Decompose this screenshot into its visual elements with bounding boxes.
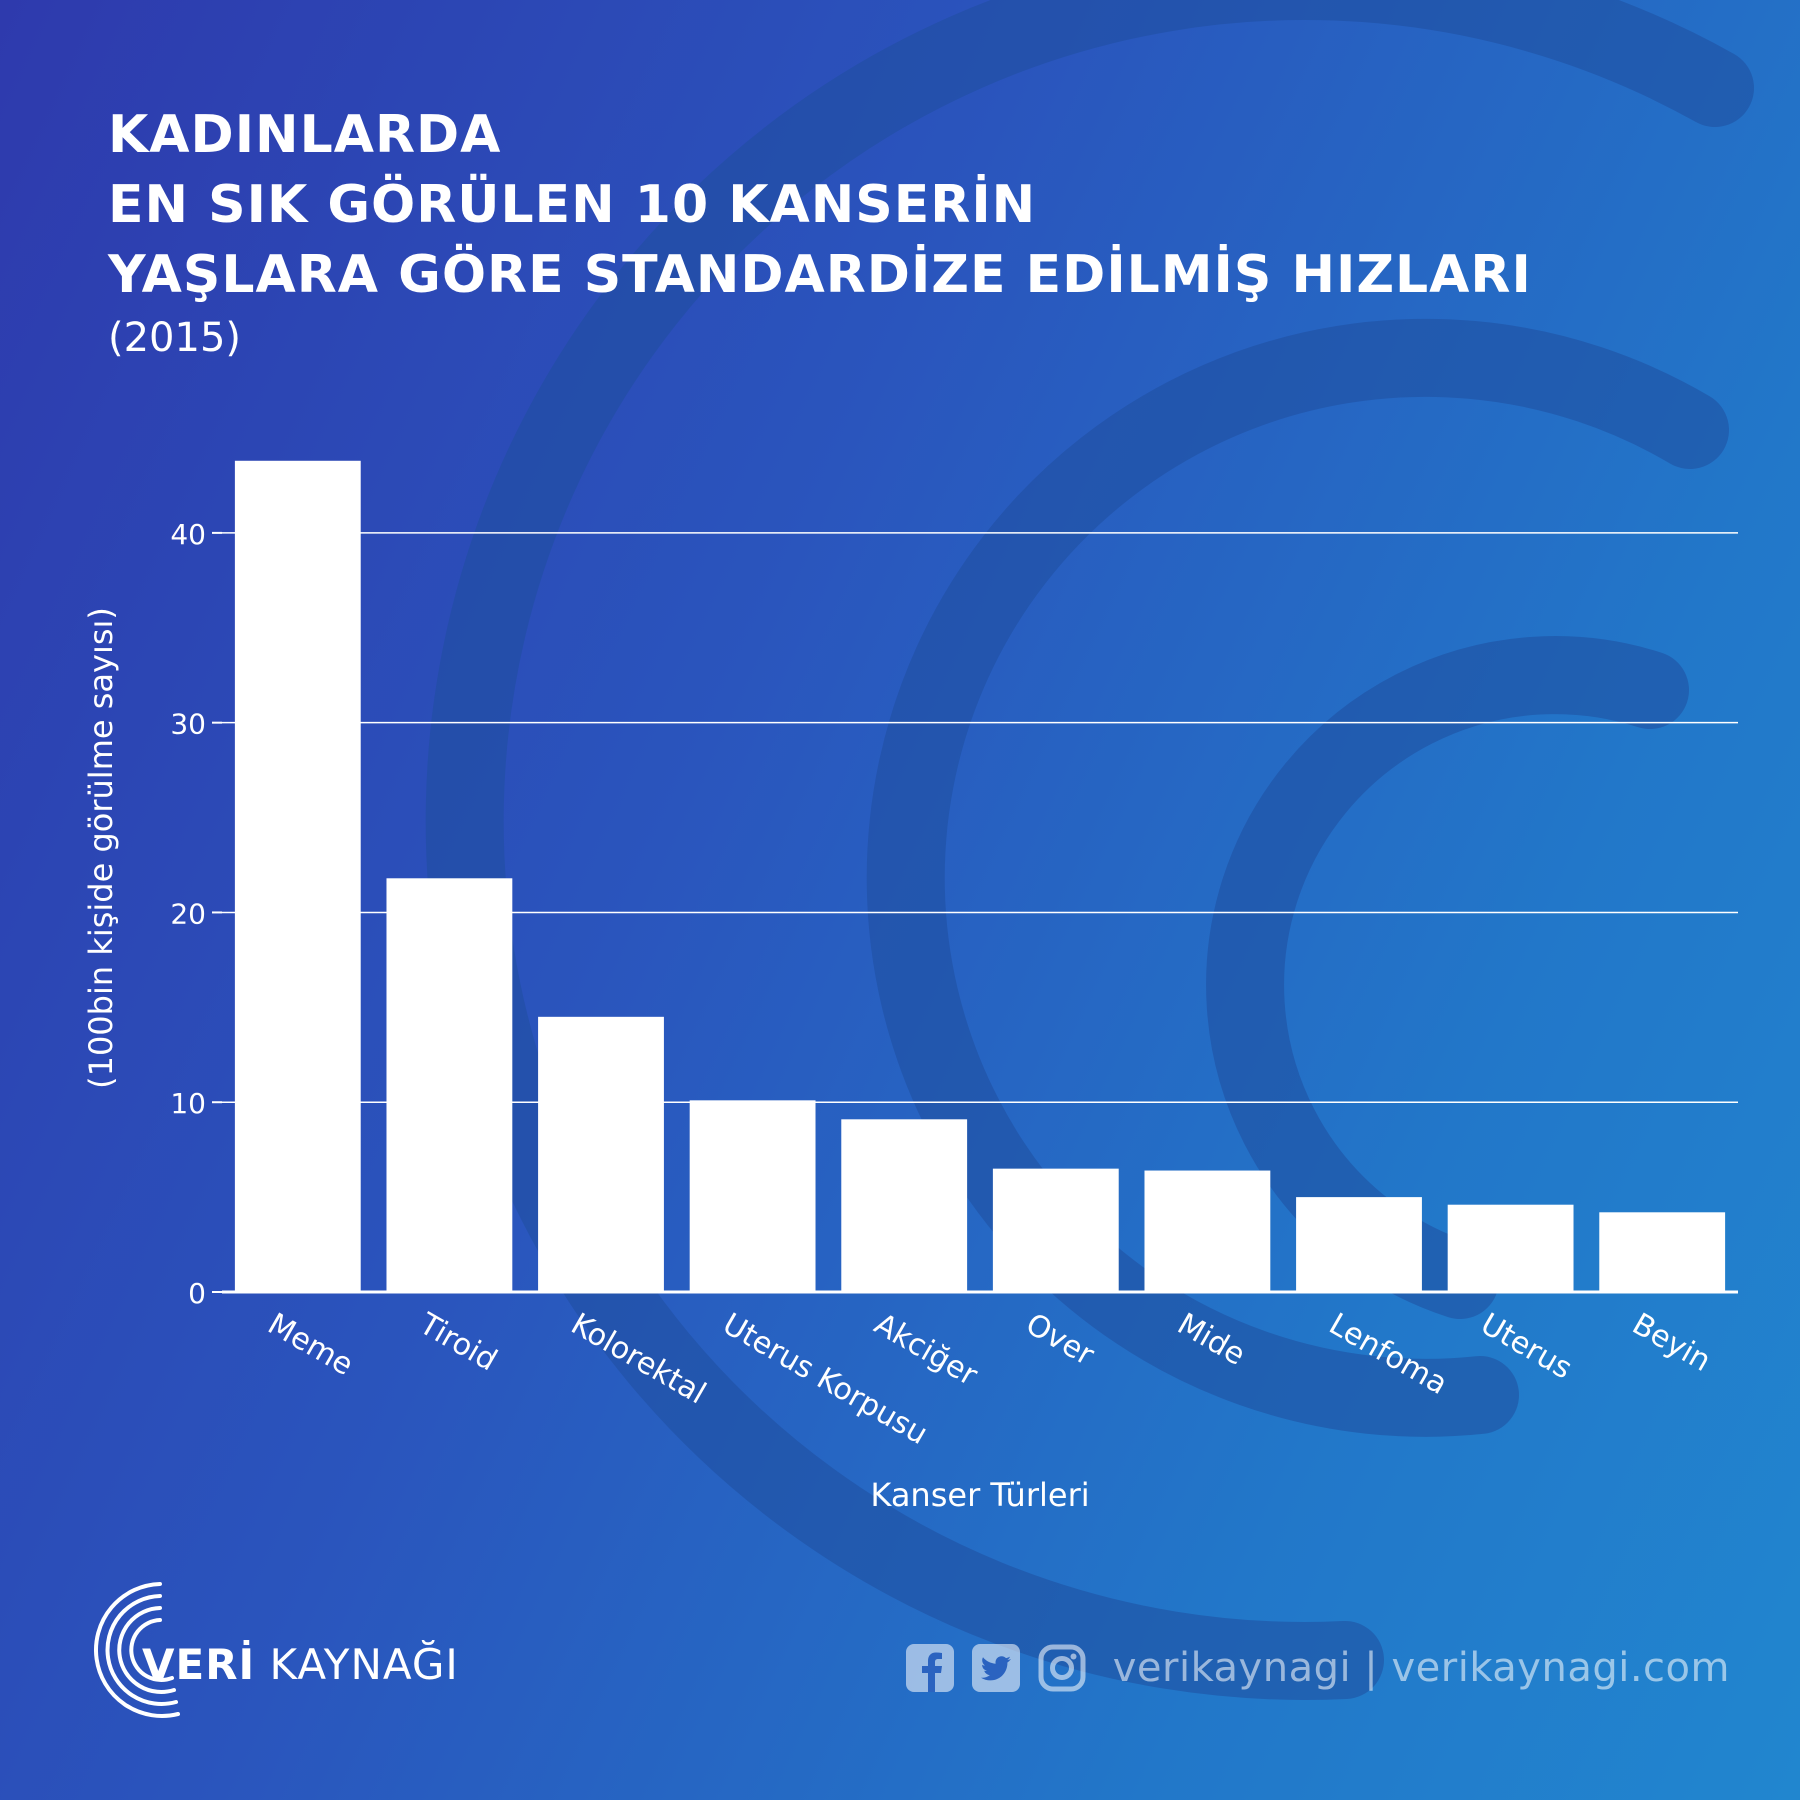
- bar-5: [992, 1168, 1119, 1292]
- x-tick-label: Kolorektal: [565, 1307, 712, 1412]
- y-tick-label: 40: [170, 518, 206, 551]
- x-tick-label: Akciğer: [868, 1307, 984, 1394]
- bar-7: [1296, 1197, 1422, 1292]
- social-links: verikaynagi | verikaynagi.com: [905, 1640, 1730, 1696]
- y-axis-label: (100bin kişide görülme sayısı): [82, 607, 120, 1089]
- twitter-icon[interactable]: [971, 1643, 1021, 1693]
- chart-title-line-2: EN SIK GÖRÜLEN 10 KANSERİN: [108, 175, 1037, 235]
- instagram-icon[interactable]: [1037, 1643, 1087, 1693]
- x-tick-label: Lenfoma: [1323, 1307, 1453, 1402]
- chart-year: (2015): [108, 315, 242, 361]
- brand-strong: VERİ: [142, 1640, 256, 1689]
- bar-1: [386, 878, 513, 1292]
- bar-6: [1144, 1170, 1271, 1292]
- x-tick-label: Over: [1020, 1307, 1101, 1374]
- x-tick-label: Meme: [262, 1307, 359, 1383]
- brand-logo-icon: [94, 1582, 180, 1718]
- y-tick-label: 10: [170, 1087, 206, 1120]
- bar-0: [234, 460, 361, 1293]
- chart-title-line-1: KADINLARDA: [108, 105, 502, 165]
- y-tick-label: 30: [170, 708, 206, 741]
- y-tick-label: 20: [170, 897, 206, 930]
- chart-title-line-3: YAŞLARA GÖRE STANDARDİZE EDİLMİŞ HIZLARI: [108, 245, 1532, 305]
- bar-3: [689, 1100, 816, 1292]
- bars: [234, 460, 1726, 1293]
- brand-wordmark: VERİ KAYNAĞI: [142, 1640, 459, 1689]
- y-tick-label: 0: [188, 1277, 206, 1310]
- x-tick-label: Beyin: [1626, 1307, 1716, 1379]
- facebook-icon[interactable]: [905, 1643, 955, 1693]
- bar-2: [538, 1016, 664, 1292]
- x-tick-label: Tiroid: [413, 1306, 503, 1378]
- title-block: KADINLARDA EN SIK GÖRÜLEN 10 KANSERİN YA…: [108, 100, 1532, 364]
- bar-8: [1447, 1204, 1574, 1292]
- x-tick-label: Mide: [1171, 1307, 1251, 1373]
- bar-4: [841, 1119, 968, 1292]
- x-tick-label: Uterus: [1475, 1307, 1578, 1387]
- x-axis-label: Kanser Türleri: [870, 1476, 1089, 1514]
- brand-light: KAYNAĞI: [269, 1640, 459, 1689]
- bar-9: [1599, 1212, 1726, 1292]
- social-handle-text: verikaynagi | verikaynagi.com: [1112, 1645, 1730, 1691]
